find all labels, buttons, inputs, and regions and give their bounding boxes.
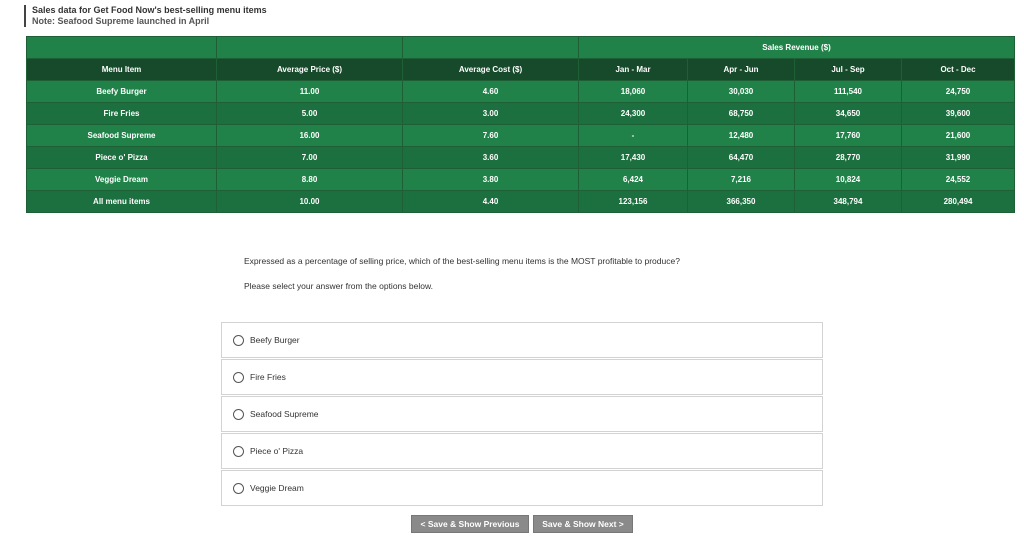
table-cell: All menu items — [26, 190, 217, 213]
table-row: Beefy Burger 11.00 4.60 18,060 30,030 11… — [26, 80, 1016, 103]
column-header: Apr - Jun — [687, 58, 795, 81]
page-header: Sales data for Get Food Now's best-selli… — [24, 5, 267, 27]
table-cell: 17,760 — [794, 124, 902, 147]
table-cell: - — [578, 124, 688, 147]
page-title: Sales data for Get Food Now's best-selli… — [32, 5, 267, 15]
table-header-row: Menu Item Average Price ($) Average Cost… — [26, 58, 1016, 81]
table-cell: 68,750 — [687, 102, 795, 125]
column-header: Jul - Sep — [794, 58, 902, 81]
page-note: Note: Seafood Supreme launched in April — [32, 16, 210, 26]
table-row: All menu items 10.00 4.40 123,156 366,35… — [26, 190, 1016, 213]
table-cell: 11.00 — [216, 80, 403, 103]
table-cell: 280,494 — [900, 190, 1016, 213]
table-cell: 12,480 — [687, 124, 795, 147]
table-cell: 31,990 — [900, 146, 1016, 169]
table-row: Veggie Dream 8.80 3.80 6,424 7,216 10,82… — [26, 168, 1016, 191]
table-row: Seafood Supreme 16.00 7.60 - 12,480 17,7… — [26, 124, 1016, 147]
table-cell: 28,770 — [794, 146, 902, 169]
instruction-text: Please select your answer from the optio… — [244, 281, 433, 291]
option-piece-o-pizza[interactable]: Piece o' Pizza — [221, 433, 823, 469]
radio-button[interactable] — [233, 445, 244, 457]
radio-button[interactable] — [233, 334, 244, 346]
table-cell: 348,794 — [794, 190, 902, 213]
table-group-header-row: Sales Revenue ($) — [26, 36, 1016, 59]
table-cell: 111,540 — [794, 80, 902, 103]
table-cell: Seafood Supreme — [26, 124, 217, 147]
table-cell: 39,600 — [900, 102, 1016, 125]
option-label: Piece o' Pizza — [250, 446, 304, 456]
table-cell: 10.00 — [216, 190, 403, 213]
table-group-cell-empty — [26, 36, 217, 59]
table-cell: 24,750 — [900, 80, 1016, 103]
option-seafood-supreme[interactable]: Seafood Supreme — [221, 396, 823, 432]
table-cell: 3.80 — [402, 168, 579, 191]
table-cell: 30,030 — [687, 80, 795, 103]
table-cell: 17,430 — [578, 146, 688, 169]
table-row: Fire Fries 5.00 3.00 24,300 68,750 34,65… — [26, 102, 1016, 125]
table-cell: 16.00 — [216, 124, 403, 147]
column-header: Average Price ($) — [216, 58, 403, 81]
question-text: Expressed as a percentage of selling pri… — [244, 256, 680, 266]
table-cell: Veggie Dream — [26, 168, 217, 191]
option-label: Fire Fries — [250, 372, 286, 382]
option-label: Seafood Supreme — [250, 409, 319, 419]
option-fire-fries[interactable]: Fire Fries — [221, 359, 823, 395]
radio-button[interactable] — [233, 408, 244, 420]
column-header: Oct - Dec — [900, 58, 1016, 81]
sales-revenue-group-header: Sales Revenue ($) — [577, 36, 1016, 59]
table-cell: Beefy Burger — [26, 80, 217, 103]
column-header: Jan - Mar — [578, 58, 688, 81]
table-cell: Fire Fries — [26, 102, 217, 125]
column-header: Average Cost ($) — [402, 58, 579, 81]
table-cell: 24,300 — [578, 102, 688, 125]
table-group-cell-empty — [402, 36, 579, 59]
table-cell: 8.80 — [216, 168, 403, 191]
option-label: Veggie Dream — [250, 483, 304, 493]
table-cell: 3.60 — [402, 146, 579, 169]
table-cell: 123,156 — [578, 190, 688, 213]
option-veggie-dream[interactable]: Veggie Dream — [221, 470, 823, 506]
column-header: Menu Item — [26, 58, 217, 81]
table-cell: 24,552 — [900, 168, 1016, 191]
table-cell: 10,824 — [794, 168, 902, 191]
table-cell: 34,650 — [794, 102, 902, 125]
table-cell: 7.60 — [402, 124, 579, 147]
table-row: Piece o' Pizza 7.00 3.60 17,430 64,470 2… — [26, 146, 1016, 169]
option-label: Beefy Burger — [250, 335, 300, 345]
radio-button[interactable] — [233, 482, 244, 494]
save-show-previous-button[interactable]: < Save & Show Previous — [411, 515, 529, 533]
table-cell: 4.60 — [402, 80, 579, 103]
save-show-next-button[interactable]: Save & Show Next > — [533, 515, 633, 533]
table-cell: 4.40 — [402, 190, 579, 213]
sales-data-table: Sales Revenue ($) Menu Item Average Pric… — [26, 36, 1016, 213]
table-cell: Piece o' Pizza — [26, 146, 217, 169]
option-beefy-burger[interactable]: Beefy Burger — [221, 322, 823, 358]
table-cell: 3.00 — [402, 102, 579, 125]
table-cell: 18,060 — [578, 80, 688, 103]
table-cell: 21,600 — [900, 124, 1016, 147]
table-cell: 7.00 — [216, 146, 403, 169]
table-cell: 366,350 — [687, 190, 795, 213]
table-cell: 6,424 — [578, 168, 688, 191]
radio-button[interactable] — [233, 371, 244, 383]
table-group-cell-empty — [216, 36, 403, 59]
answer-options: Beefy Burger Fire Fries Seafood Supreme … — [221, 322, 823, 507]
table-cell: 64,470 — [687, 146, 795, 169]
table-cell: 5.00 — [216, 102, 403, 125]
table-cell: 7,216 — [687, 168, 795, 191]
